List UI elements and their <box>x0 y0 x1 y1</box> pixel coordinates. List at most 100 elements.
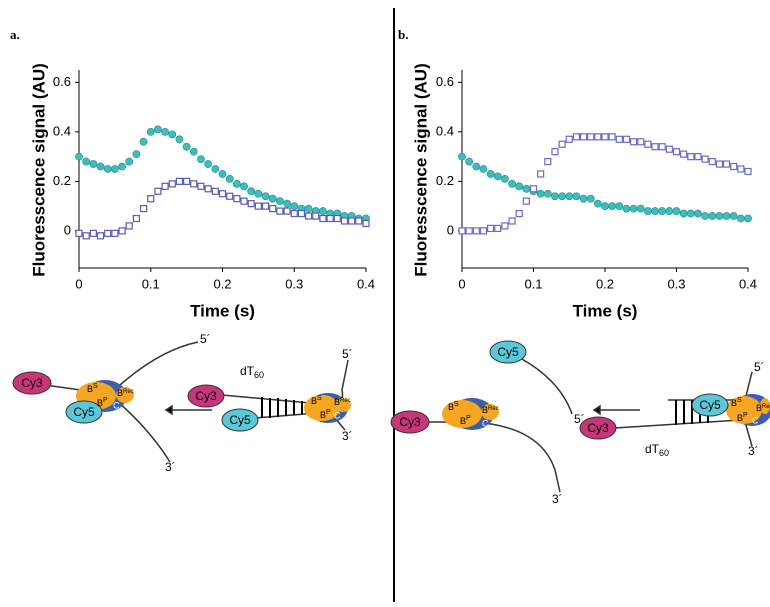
x-tick-label: 0.3 <box>667 276 685 291</box>
domain-label: P <box>466 415 471 422</box>
data-point <box>204 185 212 193</box>
data-point <box>465 157 474 166</box>
data-point <box>672 207 681 215</box>
domain-label: B <box>311 396 317 406</box>
end-label: 5´ <box>342 347 353 361</box>
data-point <box>283 199 291 208</box>
cy3-dye <box>12 371 52 395</box>
data-point <box>615 135 623 143</box>
cy3-dye <box>579 416 617 440</box>
domain-label: BP <box>320 409 331 421</box>
protein <box>116 387 134 403</box>
cy5-dye <box>691 393 729 417</box>
data-point <box>722 160 731 168</box>
cy5-dye <box>65 400 103 424</box>
data-point <box>362 219 370 228</box>
data-point <box>508 179 516 188</box>
data-point <box>658 207 667 215</box>
y-tick-label: 0.6 <box>436 74 454 89</box>
panel-label: b. <box>398 27 408 42</box>
data-point <box>232 179 241 188</box>
y-tick-label: 0.6 <box>53 74 71 89</box>
domain-label: C <box>113 400 120 410</box>
data-point <box>658 143 666 151</box>
data-point <box>715 160 724 168</box>
data-point <box>247 187 256 196</box>
end-label: 3´ <box>552 492 563 506</box>
domain-label: Rec <box>762 404 770 410</box>
data-point <box>544 157 552 166</box>
cy5-dye <box>489 340 527 364</box>
data-point <box>565 192 574 201</box>
data-point <box>75 152 83 161</box>
data-point <box>290 209 298 218</box>
data-point <box>240 182 248 191</box>
x-tick-label: 0.1 <box>524 276 542 291</box>
data-point <box>636 204 645 213</box>
data-point <box>565 135 573 143</box>
data-point <box>82 157 91 166</box>
data-point <box>268 194 277 203</box>
data-point <box>679 209 688 218</box>
data-point <box>233 195 241 203</box>
series <box>75 177 370 240</box>
protein <box>442 400 482 428</box>
data-point <box>665 145 673 153</box>
data-point <box>304 204 313 213</box>
data-point <box>118 227 126 235</box>
data-point <box>189 147 198 156</box>
domain-label: B <box>97 398 103 408</box>
strand-label: dT60 <box>645 442 669 458</box>
data-point <box>593 199 602 208</box>
data-point <box>737 165 745 173</box>
data-point <box>319 214 327 223</box>
end-label: 5´ <box>200 332 211 346</box>
data-point <box>736 214 745 223</box>
protein <box>481 404 499 420</box>
data-point <box>290 202 299 211</box>
strand-label: dT60 <box>240 364 264 380</box>
data-point <box>594 133 602 141</box>
data-point <box>558 140 566 148</box>
data-point <box>168 130 177 139</box>
domain-label: P <box>743 412 748 419</box>
data-point <box>651 143 659 151</box>
data-point <box>551 148 559 156</box>
data-point <box>204 160 213 168</box>
domain-label: BS <box>448 401 459 413</box>
domain-label: B <box>334 397 340 407</box>
data-point <box>305 212 313 220</box>
y-axis-title: Fluoresscence signal (AU) <box>411 63 430 277</box>
domain-label: BRec <box>117 388 134 398</box>
domain-label: BRec <box>334 397 351 407</box>
protein <box>726 396 762 424</box>
data-point <box>472 162 481 171</box>
data-point <box>529 185 538 193</box>
data-point <box>608 202 617 211</box>
data-point <box>708 212 717 220</box>
y-tick-label: 0.2 <box>53 173 71 188</box>
data-point <box>111 229 119 237</box>
strand <box>119 341 199 386</box>
arrow-head <box>164 404 173 416</box>
domain-label: S <box>93 383 98 390</box>
data-point <box>665 207 674 215</box>
dye-label: Cy5 <box>699 398 721 412</box>
data-point <box>458 227 466 235</box>
diagram-b-shapes <box>390 340 770 440</box>
data-point <box>651 207 659 215</box>
domain-label: S <box>737 397 742 404</box>
domain-label: BRec <box>482 405 499 415</box>
dye-label: Cy3 <box>21 376 43 390</box>
data-point <box>89 160 98 168</box>
protein <box>304 395 340 421</box>
data-point <box>579 133 588 141</box>
data-point <box>715 212 724 220</box>
dye-label: Cy3 <box>587 421 609 435</box>
end-label: 3´ <box>165 460 176 474</box>
panel-label: a. <box>10 27 20 42</box>
data-point <box>722 212 731 220</box>
data-point <box>494 224 502 232</box>
